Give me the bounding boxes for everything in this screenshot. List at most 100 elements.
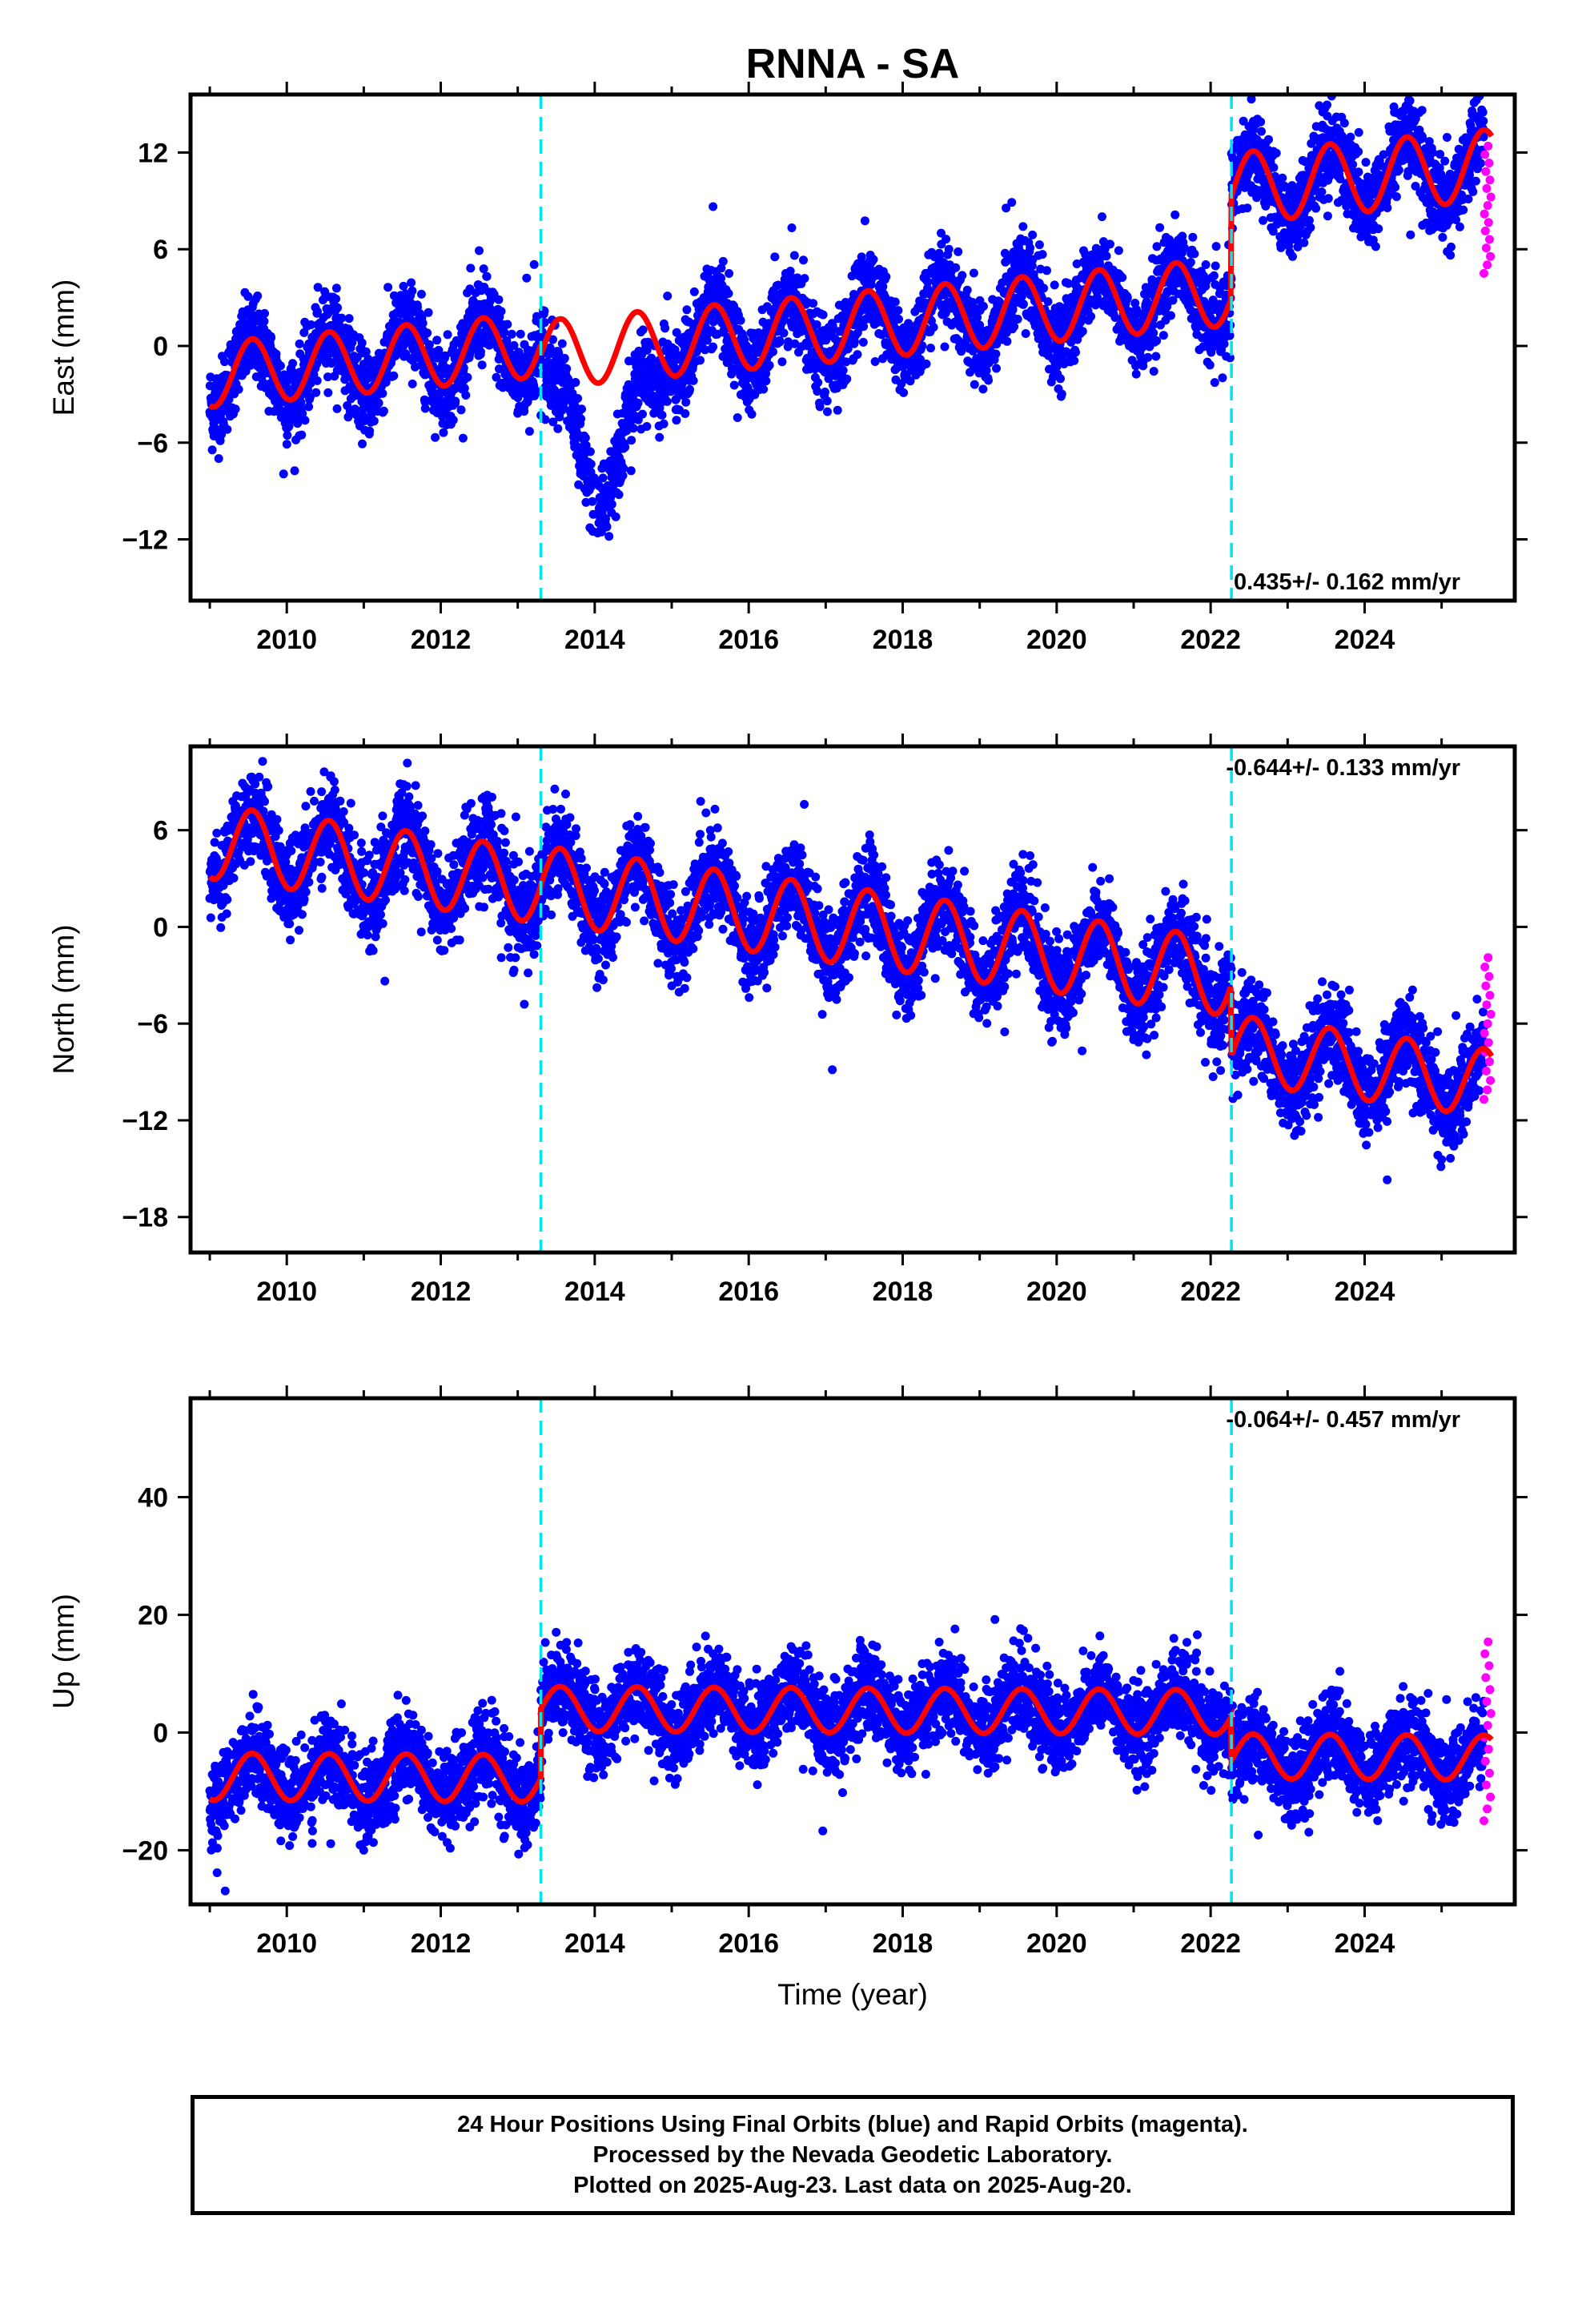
data-point: [260, 308, 269, 318]
data-point: [1034, 240, 1044, 250]
data-point: [509, 340, 519, 350]
data-point: [672, 416, 681, 425]
data-point: [929, 323, 938, 332]
data-point: [1152, 336, 1162, 345]
data-point: [456, 405, 466, 415]
data-point: [333, 303, 343, 312]
data-point: [761, 376, 771, 386]
data-point: [779, 328, 789, 338]
data-point: [962, 285, 972, 295]
data-point: [1170, 210, 1180, 219]
data-point: [1106, 239, 1114, 249]
data-point: [224, 395, 234, 404]
data-point: [477, 360, 487, 370]
data-point: [1354, 127, 1363, 137]
data-point: [297, 430, 307, 440]
data-point: [443, 330, 452, 340]
data-point: [374, 398, 383, 408]
data-point: [1010, 322, 1019, 332]
data-point: [312, 360, 322, 369]
data-point: [1026, 243, 1035, 252]
data-point: [311, 388, 321, 397]
data-point: [607, 500, 616, 509]
data-point: [1348, 159, 1358, 169]
data-point: [562, 364, 572, 373]
data-point: [813, 378, 823, 388]
data-point: [332, 404, 342, 413]
data-point: [777, 357, 787, 367]
data-point: [231, 404, 240, 414]
data-point: [496, 307, 506, 316]
data-point: [313, 283, 323, 292]
data-point: [809, 299, 818, 308]
data-point: [358, 439, 367, 448]
data-point: [611, 512, 620, 521]
data-point: [618, 471, 628, 480]
data-point: [1151, 352, 1161, 361]
data-point: [1155, 223, 1165, 232]
data-point: [466, 263, 476, 273]
data-point: [1339, 119, 1349, 128]
data-point: [1056, 374, 1065, 384]
data-point: [853, 350, 862, 360]
data-point: [718, 256, 728, 266]
data-point: [701, 345, 710, 355]
data-point: [604, 532, 614, 541]
data-point: [573, 394, 583, 403]
data-point: [747, 409, 757, 419]
data-point: [1209, 271, 1219, 280]
data-point: [323, 388, 333, 397]
data-point: [821, 388, 829, 396]
data-point: [753, 348, 763, 357]
data-point: [944, 244, 954, 254]
data-point: [282, 440, 291, 449]
data-point: [1374, 224, 1383, 234]
data-point: [628, 424, 638, 433]
data-point: [857, 252, 866, 262]
data-point: [789, 251, 799, 260]
data-point: [1311, 203, 1321, 213]
data-point: [331, 294, 340, 304]
data-point: [601, 514, 610, 524]
data-point: [717, 263, 726, 273]
data-point: [1158, 331, 1168, 340]
data-point: [576, 414, 586, 424]
data-point: [1323, 194, 1333, 203]
data-point: [217, 430, 227, 440]
data-point: [1405, 96, 1415, 106]
data-point: [702, 336, 712, 345]
data-point: [1201, 260, 1211, 269]
data-point: [812, 320, 821, 329]
data-point: [507, 329, 516, 339]
data-point: [261, 368, 271, 378]
data-point: [418, 319, 428, 328]
data-point: [1211, 261, 1220, 271]
data-point: [833, 405, 842, 415]
data-point: [361, 347, 371, 356]
data-point: [1149, 328, 1158, 338]
data-point: [1013, 315, 1022, 324]
data-point: [858, 337, 868, 347]
data-point: [424, 308, 433, 317]
data-point: [761, 369, 771, 379]
data-point: [1269, 163, 1279, 172]
data-point: [516, 329, 525, 339]
data-point: [323, 372, 332, 382]
data-point: [1218, 373, 1227, 383]
data-point: [1256, 117, 1266, 127]
data-point: [439, 428, 448, 437]
data-point: [627, 436, 636, 445]
data-point: [588, 497, 597, 506]
data-point: [255, 364, 264, 373]
data-point: [870, 357, 880, 366]
data-point: [548, 335, 557, 344]
data-point: [1243, 203, 1252, 213]
data-point: [818, 310, 828, 320]
data-point: [1211, 242, 1221, 251]
data-point: [685, 384, 694, 394]
data-point: [555, 412, 564, 422]
data-point: [733, 413, 742, 422]
data-point: [520, 407, 529, 416]
data-point: [1039, 283, 1049, 293]
data-point: [1354, 167, 1363, 177]
